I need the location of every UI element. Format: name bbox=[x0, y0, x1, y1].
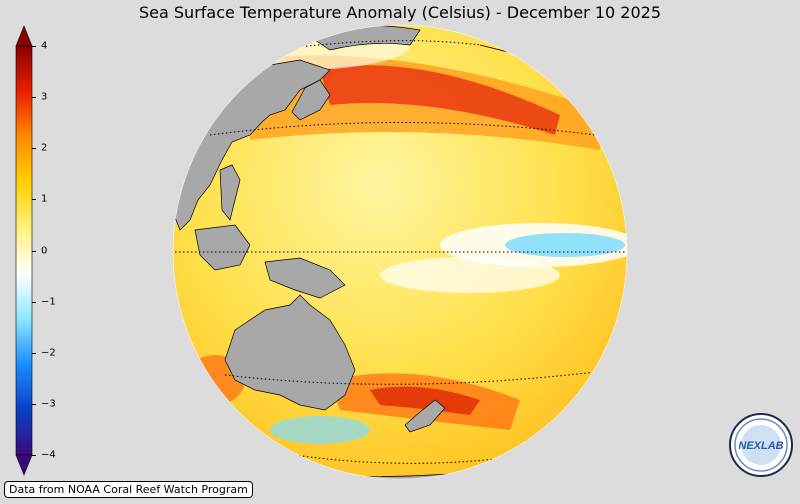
colorbar-tick-label: −1 bbox=[41, 296, 56, 308]
colorbar-tick-label: 2 bbox=[41, 142, 48, 154]
new-zealand-islands bbox=[404, 399, 446, 433]
colorbar-tick-mark bbox=[32, 301, 36, 303]
map-title: Sea Surface Temperature Anomaly (Celsius… bbox=[139, 3, 661, 22]
colorbar-tick-label: 4 bbox=[41, 40, 48, 52]
colorbar-min-arrow bbox=[15, 454, 33, 476]
colorbar-tick-mark bbox=[32, 403, 36, 405]
colorbar-tick-mark bbox=[32, 46, 36, 47]
australia-landmass bbox=[224, 294, 356, 411]
colorbar-tick-mark bbox=[32, 97, 36, 99]
philippines-islands bbox=[219, 164, 241, 221]
tropic-of-capricorn-line bbox=[224, 371, 596, 385]
south-equatorial-neutral bbox=[380, 257, 560, 293]
colorbar-tick-mark bbox=[32, 250, 36, 252]
colorbar-tick-label: 3 bbox=[41, 91, 48, 103]
colorbar-tick-mark bbox=[32, 148, 36, 150]
colorbar-svg bbox=[15, 25, 33, 476]
colorbar-tick-label: −2 bbox=[41, 347, 56, 359]
globe-outline bbox=[172, 24, 628, 480]
borneo-landmass bbox=[194, 224, 251, 271]
colorbar-tick-label: −4 bbox=[41, 449, 56, 461]
southern-latitude-line bbox=[294, 454, 506, 464]
globe-clip-group bbox=[173, 25, 627, 479]
nexlab-logo-svg: NEXLAB bbox=[729, 413, 793, 477]
colorbar-tick-label: −3 bbox=[41, 398, 56, 410]
equatorial-cool-anomaly bbox=[505, 233, 625, 257]
colorbar-tick-mark bbox=[32, 455, 36, 456]
nexlab-logo: NEXLAB bbox=[729, 413, 793, 477]
colorbar-tick-mark bbox=[32, 352, 36, 354]
southern-cool-anomaly bbox=[270, 416, 370, 444]
northern-latitude-line bbox=[289, 40, 481, 49]
colorbar: 4 3 2 1 0 −1 −2 −3 −4 bbox=[0, 0, 60, 500]
logo-text: NEXLAB bbox=[738, 440, 783, 452]
north-pacific-hot-anomaly bbox=[320, 65, 560, 135]
new-guinea-landmass bbox=[264, 257, 346, 299]
colorbar-tick-mark bbox=[32, 199, 36, 201]
japan-islands bbox=[291, 79, 331, 121]
data-credit: Data from NOAA Coral Reef Watch Program bbox=[4, 481, 253, 498]
colorbar-tick-label: 0 bbox=[41, 245, 48, 256]
colorbar-tick-label: 1 bbox=[41, 193, 48, 205]
tasman-hot-anomaly bbox=[370, 386, 480, 415]
